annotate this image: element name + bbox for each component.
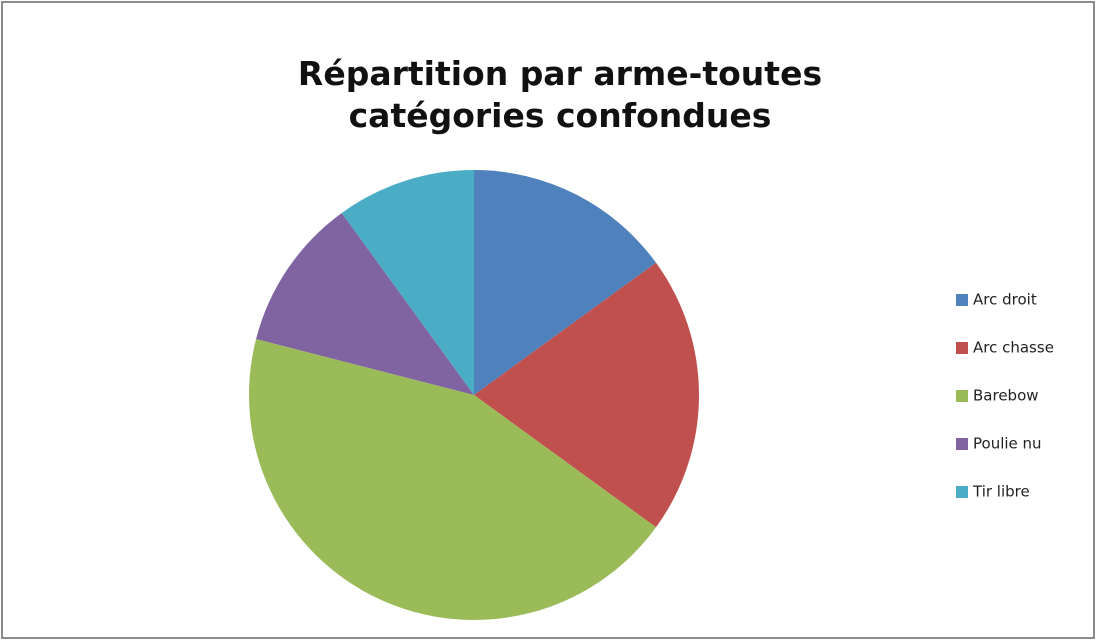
chart-title: Répartition par arme-toutes catégories co… — [298, 54, 822, 135]
title-line: Répartition par arme-toutes — [298, 54, 822, 93]
pie-slice — [474, 262, 700, 528]
legend-swatch — [956, 486, 968, 498]
legend-label: Tir libre — [972, 483, 1030, 501]
legend-label: Barebow — [973, 387, 1039, 405]
pie-slice — [256, 212, 474, 395]
pie-slice — [248, 339, 657, 620]
legend-swatch — [956, 342, 968, 354]
legend-label: Arc droit — [973, 291, 1037, 309]
legend-label: Poulie nu — [973, 435, 1042, 453]
legend-swatch — [956, 438, 968, 450]
pie-slice — [474, 170, 657, 395]
legend-swatch — [956, 390, 968, 402]
legend-swatch — [956, 294, 968, 306]
legend-label: Arc chasse — [973, 339, 1054, 357]
pie-slice — [341, 170, 474, 395]
title-line: catégories confondues — [349, 96, 772, 135]
